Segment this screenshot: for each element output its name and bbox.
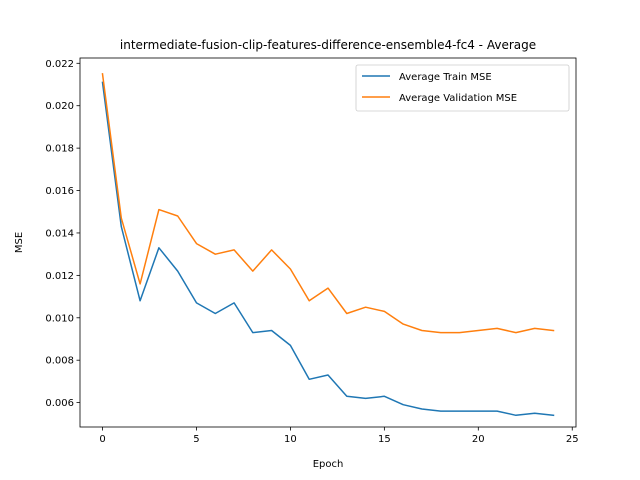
x-tick-label: 25	[566, 434, 579, 445]
chart-title: intermediate-fusion-clip-features-differ…	[120, 38, 536, 52]
plot-frame	[79, 57, 577, 428]
y-tick-label: 0.018	[45, 144, 74, 155]
x-axis: 0 5 10 15 20 25	[99, 427, 579, 445]
y-tick-label: 0.006	[45, 398, 74, 409]
legend-label: Average Validation MSE	[399, 93, 517, 104]
train-mse-line	[101, 81, 555, 417]
plot-area	[80, 58, 576, 427]
x-tick-label: 5	[193, 434, 199, 445]
x-axis-label: Epoch	[313, 459, 344, 470]
legend-box	[355, 64, 570, 112]
series-layer	[101, 73, 555, 417]
y-tick-label: 0.010	[45, 313, 74, 324]
y-tick-label: 0.008	[45, 356, 74, 367]
y-tick-label: 0.016	[45, 186, 74, 197]
y-axis: 0.006 0.008 0.010 0.012 0.014 0.016 0.018 0.020…	[45, 59, 80, 409]
x-tick-label: 15	[378, 434, 391, 445]
x-tick-label: 10	[284, 434, 297, 445]
y-tick-label: 0.014	[45, 228, 74, 239]
y-axis-label: MSE	[14, 232, 25, 253]
y-tick-label: 0.012	[45, 271, 74, 282]
validation-mse-line	[101, 73, 555, 334]
x-tick-label: 0	[99, 434, 105, 445]
y-tick-label: 0.022	[45, 59, 74, 70]
legend-label: Average Train MSE	[399, 72, 492, 83]
x-tick-label: 20	[472, 434, 485, 445]
y-tick-label: 0.020	[45, 101, 74, 112]
legend: Average Train MSE Average Validation MSE	[355, 64, 570, 112]
